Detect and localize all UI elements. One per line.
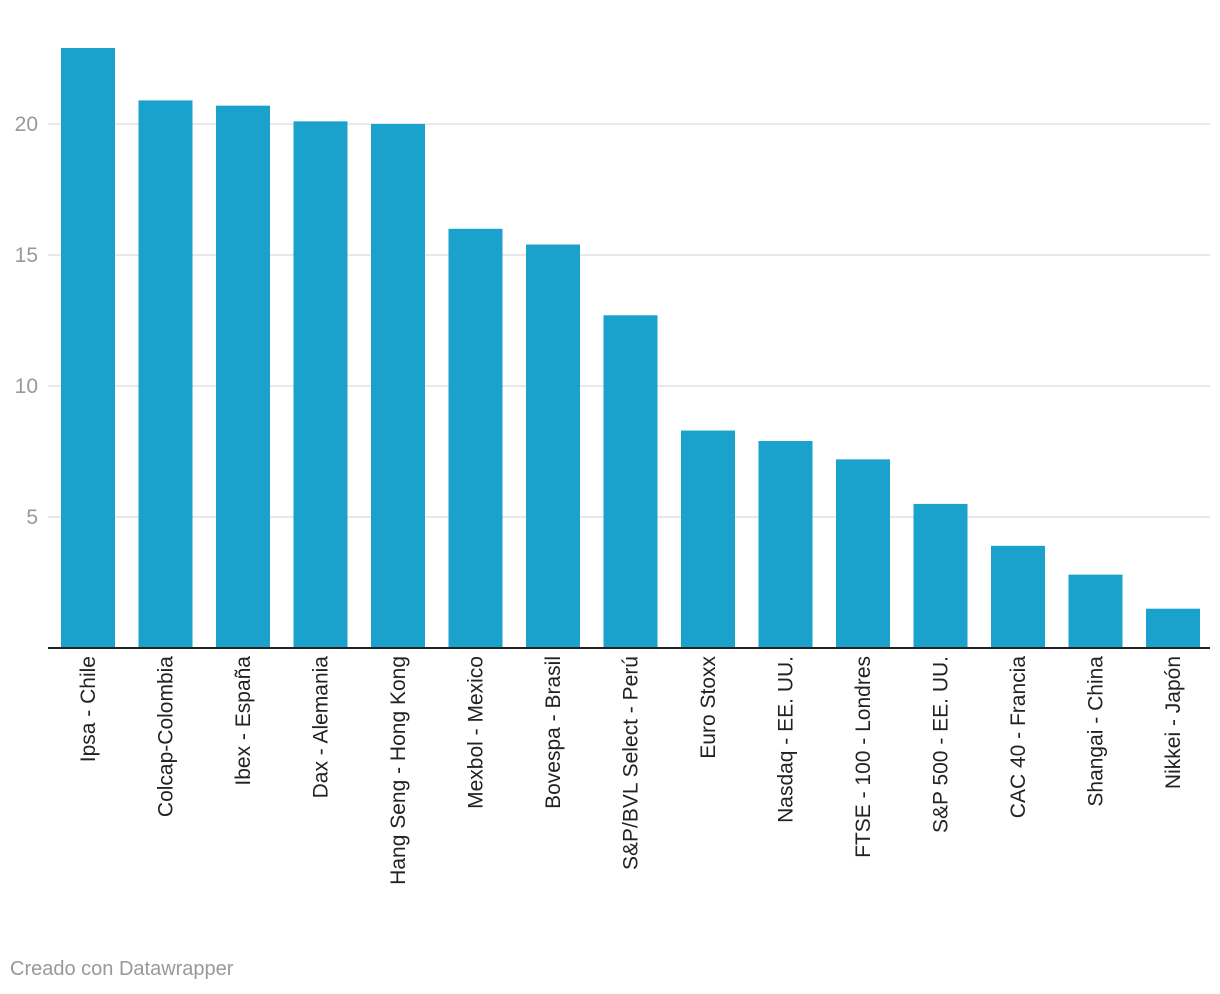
x-tick-label: Nikkei - Japón xyxy=(1162,656,1185,789)
x-tick-label: Ipsa - Chile xyxy=(77,656,100,762)
x-tick-label: Dax - Alemania xyxy=(310,656,333,799)
x-tick-label: Nasdaq - EE. UU. xyxy=(775,656,798,823)
x-tick-label: S&P 500 - EE. UU. xyxy=(930,656,953,833)
bar xyxy=(603,315,658,648)
bar xyxy=(991,545,1045,648)
bar xyxy=(61,48,115,648)
x-tick-label: CAC 40 - Francia xyxy=(1007,656,1030,819)
bar xyxy=(913,503,968,648)
bar xyxy=(293,121,348,648)
bar xyxy=(836,459,890,648)
x-tick-label: Euro Stoxx xyxy=(697,656,720,759)
x-tick-label: FTSE - 100 - Londres xyxy=(852,656,875,858)
y-tick-label: 15 xyxy=(15,244,38,267)
bar xyxy=(216,105,270,648)
x-tick-label: S&P/BVL Select - Perú xyxy=(620,656,643,870)
bar xyxy=(1068,574,1123,648)
x-tick-label: Colcap-Colombia xyxy=(155,656,178,817)
x-tick-label: Hang Seng - Hong Kong xyxy=(387,656,410,885)
bar xyxy=(526,244,580,648)
bar-chart: 5 10 15 20 Ipsa - Chile Colcap-Colombia Ibex … xyxy=(15,48,1210,885)
x-tick-label: Ibex - España xyxy=(232,656,255,786)
bar xyxy=(371,124,425,648)
credit-text: Creado con Datawrapper xyxy=(10,958,234,980)
bars xyxy=(61,48,1200,649)
x-tick-label: Shangai - China xyxy=(1085,656,1108,807)
y-tick-label: 5 xyxy=(26,506,38,529)
x-tick-label: Bovespa - Brasil xyxy=(542,656,565,809)
x-tick-label: Mexbol - Mexico xyxy=(465,656,488,809)
bar xyxy=(758,441,813,648)
bar xyxy=(681,430,735,648)
bar xyxy=(138,100,193,649)
bar xyxy=(1146,608,1200,648)
bar xyxy=(448,228,503,649)
x-axis-labels: Ipsa - Chile Colcap-Colombia Ibex - España… xyxy=(77,656,1185,885)
y-axis: 5 10 15 20 xyxy=(15,113,38,529)
y-tick-label: 10 xyxy=(15,375,38,398)
y-tick-label: 20 xyxy=(15,113,38,136)
